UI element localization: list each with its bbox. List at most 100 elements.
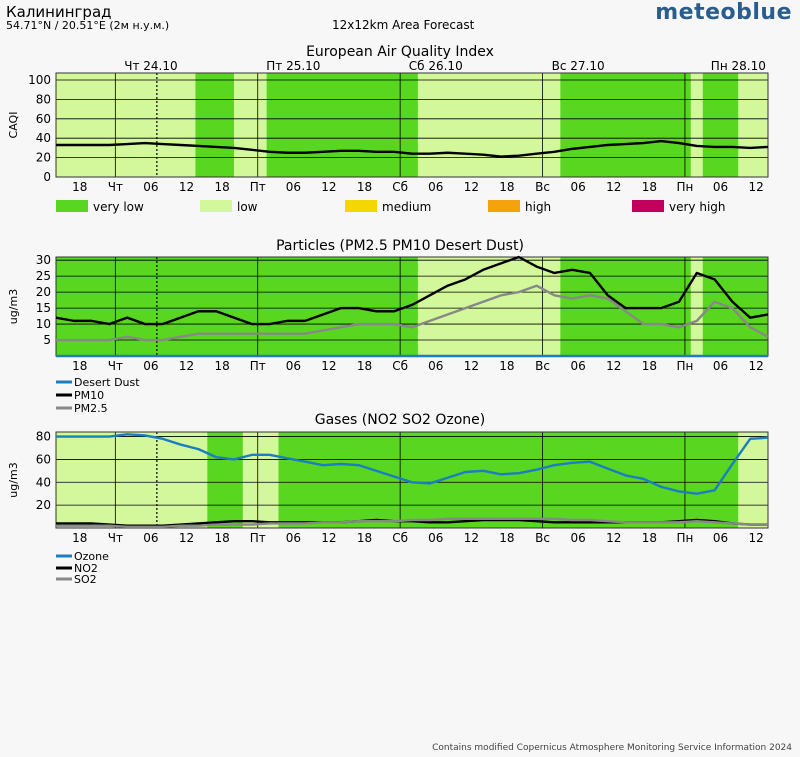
y-tick-label: 40 [36,475,51,489]
y-tick-label: 60 [36,112,51,126]
x-tick-label: Пн [676,359,693,373]
meteoblue-logo[interactable]: meteoblue [655,0,792,25]
x-tick-label: 18 [214,531,229,545]
x-tick-label: 06 [143,531,158,545]
x-tick-label: 18 [499,531,514,545]
x-tick-label: 06 [713,359,728,373]
legend-swatch-very-low [56,200,88,212]
chart-title: European Air Quality Index [306,44,494,60]
x-tick-label: 06 [428,180,443,194]
band-very-low [266,73,418,177]
x-tick-label: 06 [143,180,158,194]
legend-swatch-low [200,200,232,212]
band-low [738,73,768,177]
forecast-title: 12x12km Area Forecast [332,18,475,32]
x-tick-label: 18 [499,180,514,194]
x-tick-label: 18 [642,359,657,373]
band-very-low [702,257,768,356]
x-tick-label: Сб [392,359,408,373]
legend-label: Desert Dust [74,376,140,389]
x-tick-label: 18 [72,359,87,373]
x-tick-label: 12 [748,180,763,194]
series-line-ozone [56,433,769,495]
x-tick-label: 18 [357,180,372,194]
x-tick-label: Вс [535,531,550,545]
chart-title: Gases (NO2 SO2 Ozone) [315,412,486,428]
band-very-low [560,73,691,177]
y-tick-label: 20 [36,498,51,512]
band-very-low [278,432,739,528]
coordinates: 54.71°N / 20.51°E (2м н.у.м.) [6,19,170,32]
x-tick-label: 18 [642,531,657,545]
x-tick-label: Чт [108,180,123,194]
x-tick-label: 18 [357,359,372,373]
date-label: Вс 27.10 [552,59,605,73]
city-name: Калининград [6,3,112,21]
legend-label: NO2 [74,562,98,575]
y-tick-label: 10 [36,317,51,331]
y-tick-label: 5 [43,333,51,347]
x-tick-label: 12 [606,180,621,194]
date-label: Чт 24.10 [124,59,177,73]
legend-label: low [237,200,258,214]
x-tick-label: 06 [570,531,585,545]
y-tick-label: 80 [36,430,51,444]
legend-label: PM10 [74,389,104,402]
x-tick-label: Пт [250,531,266,545]
x-tick-label: 12 [321,180,336,194]
band-low [417,73,561,177]
x-tick-label: Пн [676,531,693,545]
x-tick-label: 18 [499,359,514,373]
x-tick-label: 06 [570,359,585,373]
x-tick-label: 12 [748,359,763,373]
y-tick-label: 40 [36,131,51,145]
x-tick-label: 12 [321,359,336,373]
y-tick-label: 25 [36,269,51,283]
x-tick-label: 18 [72,180,87,194]
series-line-pm2-5 [56,284,769,342]
x-tick-label: 06 [286,180,301,194]
band-very-low [702,73,739,177]
copernicus-attribution: Contains modified Copernicus Atmosphere … [432,743,792,753]
plot-frame [55,72,769,178]
y-tick-label: 30 [36,253,51,267]
band-low [417,257,561,356]
x-tick-label: 18 [214,359,229,373]
x-tick-label: 06 [428,531,443,545]
x-tick-label: Пн [676,180,693,194]
legend-label: Ozone [74,550,109,563]
series-line-so2 [56,517,768,529]
x-tick-label: 12 [464,180,479,194]
x-tick-label: Чт [108,531,123,545]
y-tick-label: 60 [36,452,51,466]
x-tick-label: 18 [214,180,229,194]
x-tick-label: 12 [321,531,336,545]
x-tick-label: 12 [606,359,621,373]
y-tick-label: 15 [36,301,51,315]
y-tick-label: 20 [36,285,51,299]
band-low [738,432,768,528]
y-tick-label: 20 [36,151,51,165]
x-tick-label: 18 [357,531,372,545]
legend-swatch-very-high [632,200,664,212]
band-low [690,73,703,177]
x-tick-label: Пт [250,359,266,373]
x-tick-label: 12 [464,531,479,545]
x-tick-label: 12 [179,531,194,545]
x-tick-label: 12 [748,531,763,545]
x-tick-label: 06 [286,359,301,373]
x-tick-label: Вс [535,359,550,373]
legend-label: medium [382,200,431,214]
x-tick-label: Вс [535,180,550,194]
x-tick-label: 18 [642,180,657,194]
band-low [56,73,196,177]
band-low [242,432,279,528]
x-tick-label: Пт [250,180,266,194]
legend-label: very high [669,200,726,214]
x-tick-label: 12 [464,359,479,373]
x-tick-label: 12 [606,531,621,545]
x-tick-label: 06 [713,180,728,194]
y-axis-label: ug/m3 [7,462,20,497]
x-tick-label: 06 [143,359,158,373]
